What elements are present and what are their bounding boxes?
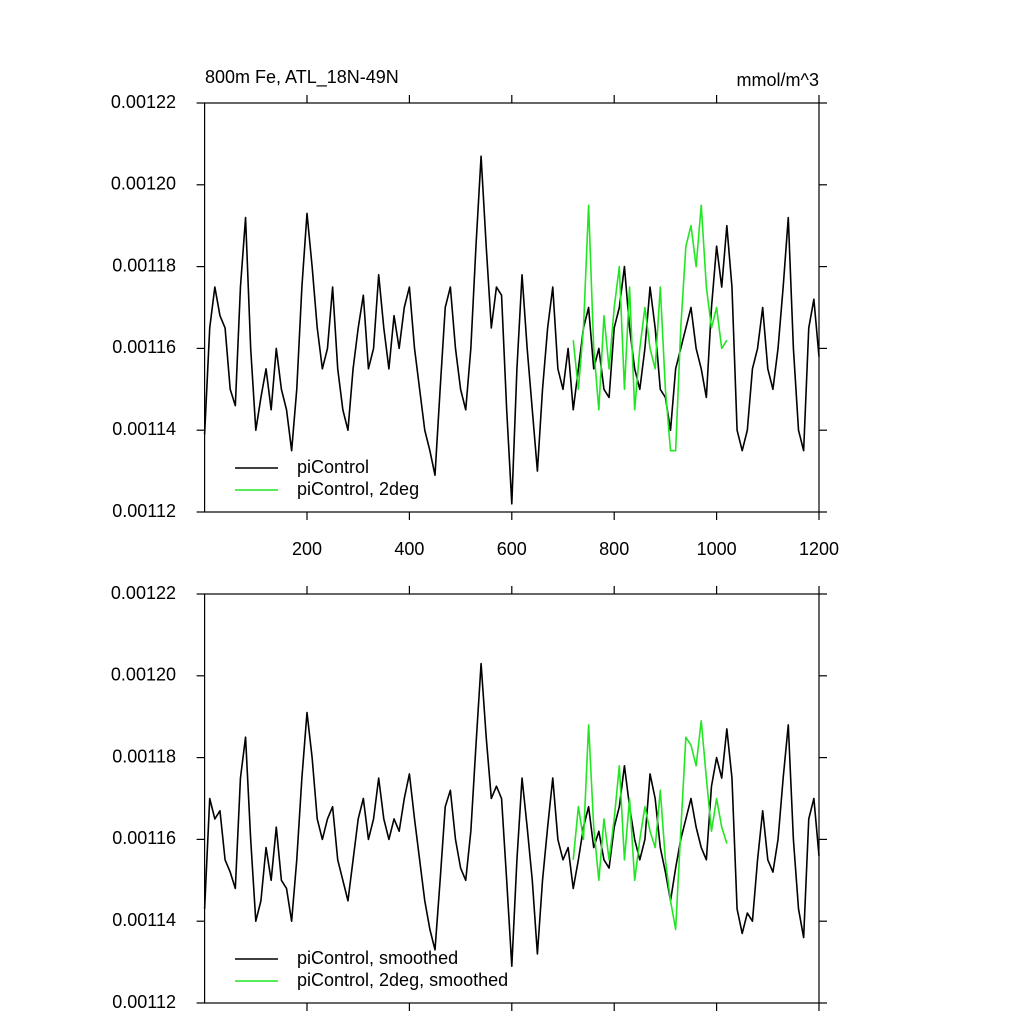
data-line xyxy=(203,662,820,967)
y-tick-label: 0.00118 xyxy=(112,255,176,275)
legend-label: piControl, 2deg, smoothed xyxy=(297,970,508,990)
x-tick-label: 1200 xyxy=(799,539,839,559)
y-tick-label: 0.00122 xyxy=(111,92,176,112)
data-line xyxy=(572,719,728,931)
y-tick-label: 0.00120 xyxy=(111,174,176,194)
y-tick-label: 0.00122 xyxy=(111,583,176,603)
y-tick-label: 0.00118 xyxy=(112,746,176,766)
legend-label: piControl xyxy=(297,457,369,477)
y-tick-label: 0.00116 xyxy=(112,828,176,848)
y-tick-label: 0.00114 xyxy=(112,910,176,930)
x-tick-label: 200 xyxy=(292,539,322,559)
x-tick-label: 400 xyxy=(394,539,424,559)
x-tick-label: 1000 xyxy=(697,539,737,559)
legend-label: piControl, 2deg xyxy=(297,479,419,499)
y-tick-label: 0.00116 xyxy=(112,337,176,357)
chart-title: 800m Fe, ATL_18N-49N xyxy=(205,67,399,88)
data-line xyxy=(203,155,820,505)
y-tick-label: 0.00112 xyxy=(112,501,176,521)
x-tick-label: 800 xyxy=(599,539,629,559)
y-tick-label: 0.00120 xyxy=(111,665,176,685)
data-line xyxy=(572,204,728,452)
x-tick-label: 600 xyxy=(497,539,527,559)
units-label: mmol/m^3 xyxy=(737,70,819,90)
y-tick-label: 0.00112 xyxy=(112,992,176,1012)
y-tick-label: 0.00114 xyxy=(112,419,176,439)
legend-label: piControl, smoothed xyxy=(297,948,458,968)
